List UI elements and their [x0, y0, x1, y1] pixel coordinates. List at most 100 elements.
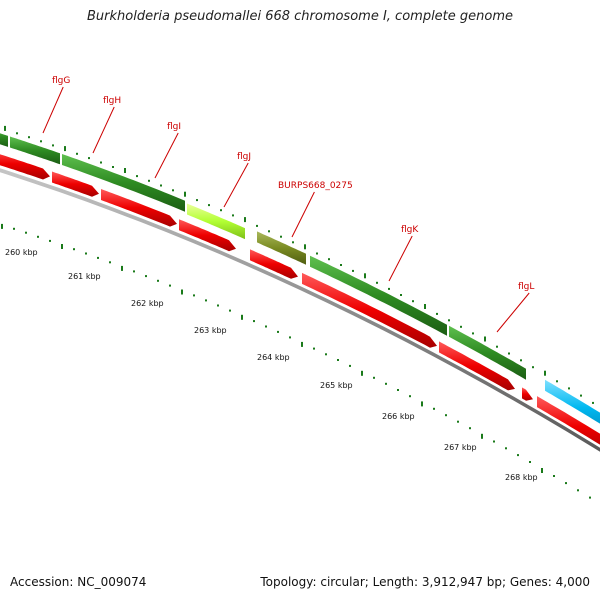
scale-tick	[409, 395, 411, 398]
gene-label-flgl[interactable]: flgL	[518, 282, 534, 292]
scale-tick	[301, 341, 303, 347]
scale-tick	[85, 252, 87, 255]
reverse-gene-arrow[interactable]	[250, 249, 298, 279]
scale-tick	[316, 252, 318, 255]
scale-tick	[256, 224, 258, 227]
scale-tick	[472, 332, 474, 335]
scale-tick	[112, 166, 114, 168]
reverse-gene-arrow[interactable]	[302, 272, 437, 348]
scale-tick	[121, 265, 123, 271]
scale-tick	[1, 223, 3, 229]
gene-feature-flgg[interactable]	[0, 127, 8, 147]
reverse-gene-arrow[interactable]	[439, 341, 515, 391]
forward-strand-layer	[0, 127, 600, 436]
scale-tick	[493, 440, 495, 443]
scale-tick	[436, 312, 438, 315]
scale-tick	[265, 325, 267, 328]
genome-summary-text: Topology: circular; Length: 3,912,947 bp…	[260, 575, 590, 589]
gene-feature-flgl[interactable]	[449, 325, 526, 380]
scale-tick	[52, 144, 54, 147]
gene-leader-line	[42, 86, 64, 134]
gene-label-flgk[interactable]: flgK	[401, 225, 419, 235]
scale-tick	[124, 168, 126, 173]
scale-label-layer: 260 kbp 261 kbp 262 kbp 263 kbp 264 kbp 265 k…	[5, 248, 538, 482]
scale-tick	[136, 175, 138, 178]
scale-tick	[16, 132, 18, 135]
scale-tick	[544, 370, 546, 376]
gene-label-flgj[interactable]: flgJ	[237, 152, 251, 162]
scale-tick	[412, 300, 414, 303]
scale-tick	[37, 235, 39, 238]
scale-tick	[361, 370, 363, 376]
scale-tick	[529, 461, 531, 463]
scale-tick	[448, 319, 450, 322]
gene-feature-flgh[interactable]	[10, 136, 60, 165]
scale-tick	[193, 294, 195, 297]
scale-tick	[484, 336, 486, 342]
gene-label-flgg[interactable]: flgG	[52, 76, 70, 86]
scale-label-260: 260 kbp	[5, 248, 38, 257]
reverse-gene-arrow[interactable]	[179, 219, 236, 252]
scale-tick	[49, 239, 51, 242]
scale-tick	[556, 380, 558, 383]
gene-feature-flgj[interactable]	[187, 203, 245, 240]
scale-tick	[385, 382, 387, 385]
scale-tick	[592, 401, 594, 404]
scale-tick	[181, 289, 183, 295]
scale-tick	[481, 433, 483, 439]
reverse-gene-arrow[interactable]	[101, 189, 177, 227]
gene-feature-burps668-0275[interactable]	[257, 231, 306, 265]
scale-tick	[160, 184, 162, 187]
scale-tick	[313, 347, 315, 350]
scale-tick	[517, 454, 519, 457]
gene-leader-line	[223, 162, 249, 208]
gene-leader-line	[92, 106, 115, 154]
reverse-gene-arrow[interactable]	[52, 171, 99, 197]
scale-tick	[460, 325, 462, 328]
scale-tick	[445, 414, 447, 417]
scale-tick	[184, 191, 186, 197]
scale-tick	[328, 258, 330, 261]
scale-tick	[145, 275, 147, 278]
scale-tick	[241, 314, 243, 320]
accession-text: Accession: NC_009074	[10, 575, 147, 589]
gene-feature-unlabeled-cyan[interactable]	[545, 379, 600, 436]
gene-feature-flgk[interactable]	[310, 255, 447, 336]
scale-tick	[217, 304, 219, 307]
gene-feature-flgi[interactable]	[62, 154, 185, 212]
scale-tick	[541, 468, 543, 473]
tick-layer	[1, 125, 594, 499]
scale-tick	[520, 359, 522, 362]
scale-tick	[457, 420, 459, 423]
scale-label-264: 264 kbp	[257, 353, 290, 362]
scale-tick	[496, 345, 498, 348]
scale-tick	[388, 287, 390, 290]
scale-tick	[196, 199, 198, 202]
scale-tick	[220, 209, 222, 212]
scale-label-262: 262 kbp	[131, 299, 164, 308]
scale-tick	[205, 299, 207, 302]
reverse-gene-arrow[interactable]	[0, 148, 50, 180]
scale-tick	[304, 244, 306, 250]
scale-label-268: 268 kbp	[505, 473, 538, 482]
scale-tick	[73, 248, 75, 251]
reverse-gene-arrow[interactable]	[522, 387, 533, 401]
gene-label-flgh[interactable]: flgH	[103, 96, 121, 106]
gene-leader-line	[291, 191, 315, 238]
scale-label-263: 263 kbp	[194, 326, 227, 335]
scale-tick	[292, 241, 294, 244]
scale-tick	[88, 157, 90, 160]
scale-tick	[97, 256, 99, 259]
scale-tick	[505, 447, 507, 450]
gene-label-burps668-0275[interactable]: BURPS668_0275	[278, 181, 353, 191]
scale-tick	[325, 353, 327, 356]
scale-tick	[373, 376, 375, 379]
gene-leader-line	[388, 235, 413, 282]
scale-tick	[469, 427, 471, 430]
scale-tick	[244, 217, 246, 223]
scale-tick	[25, 231, 27, 234]
gene-label-flgi[interactable]: flgI	[167, 122, 181, 132]
scale-tick	[532, 366, 534, 369]
reverse-gene-arrow[interactable]	[537, 396, 600, 457]
scale-tick	[553, 475, 555, 477]
